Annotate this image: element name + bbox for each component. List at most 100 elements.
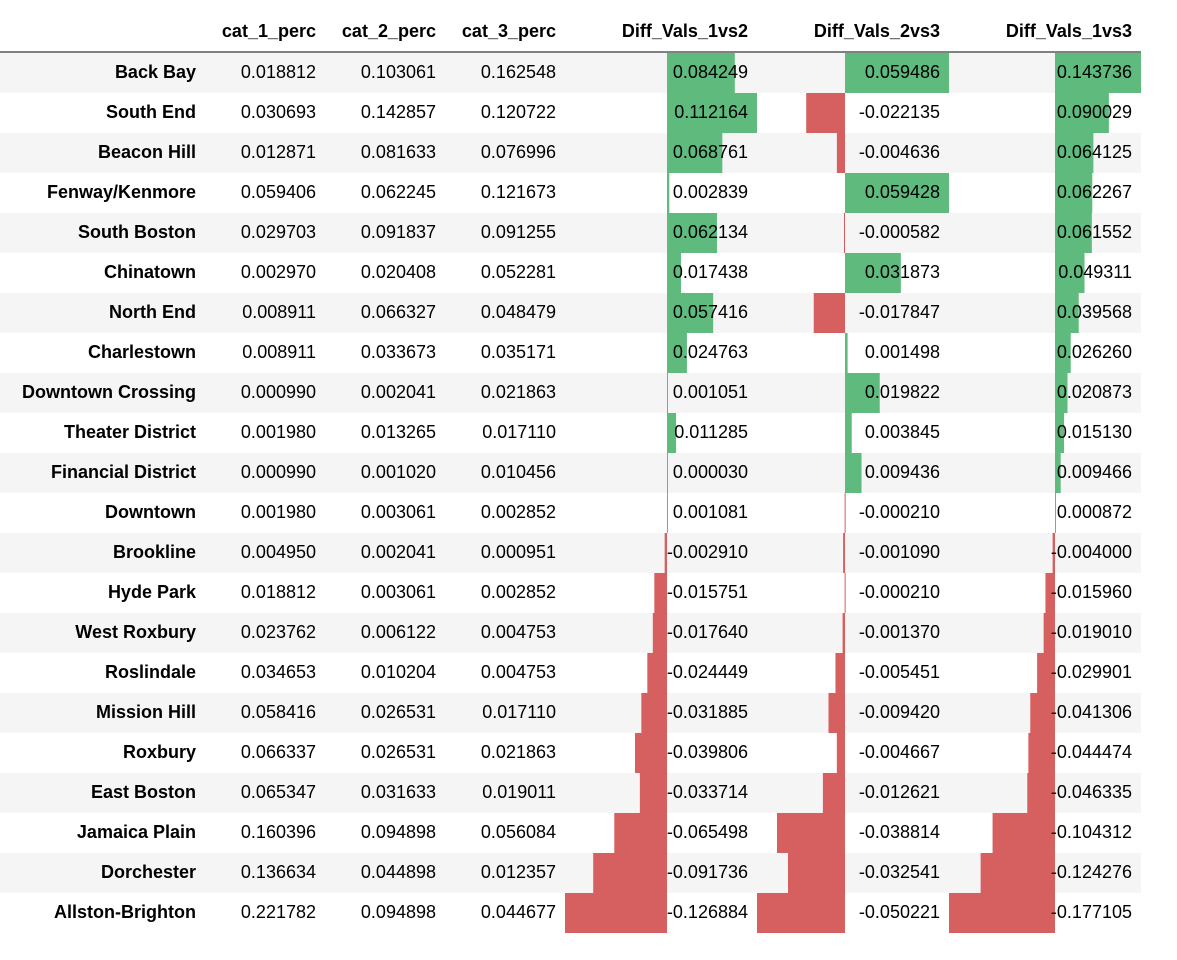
negative-bar <box>844 493 846 533</box>
negative-bar <box>757 893 845 933</box>
table-cell: 0.015130 <box>1057 422 1132 442</box>
table-cell: 0.010456 <box>481 462 556 482</box>
table-cell: -0.001090 <box>859 542 940 562</box>
table-cell: -0.019010 <box>1051 622 1132 642</box>
table-cell: 0.001020 <box>361 462 436 482</box>
table-cell: -0.004667 <box>859 742 940 762</box>
table-cell: 0.002839 <box>673 182 748 202</box>
table-cell: 0.008911 <box>242 302 316 322</box>
positive-bar <box>1055 93 1109 133</box>
negative-bar <box>652 613 667 653</box>
table-cell: -0.015751 <box>667 582 748 602</box>
table-cell: 0.048479 <box>481 302 556 322</box>
table-cell: 0.026260 <box>1057 342 1132 362</box>
row-label: Jamaica Plain <box>77 822 196 842</box>
row-label: Theater District <box>64 422 196 442</box>
table-cell: 0.061552 <box>1057 222 1132 242</box>
table-cell: 0.019011 <box>482 782 556 802</box>
negative-bar <box>641 693 667 733</box>
table-cell: 0.034653 <box>241 662 316 682</box>
row-stripe <box>0 853 1141 893</box>
row-label: Hyde Park <box>108 582 197 602</box>
negative-bar <box>949 893 1055 933</box>
table-cell: -0.038814 <box>859 822 940 842</box>
table-cell: 0.009466 <box>1057 462 1132 482</box>
row-stripe <box>0 373 1141 413</box>
row-label: Downtown <box>105 502 196 522</box>
column-header: Diff_Vals_1vs2 <box>622 21 748 41</box>
table-cell: 0.035171 <box>481 342 556 362</box>
table-cell: 0.011285 <box>674 422 748 442</box>
table-cell: 0.002852 <box>481 582 556 602</box>
negative-bar <box>842 613 845 653</box>
row-stripe <box>0 213 1141 253</box>
negative-bar <box>776 813 845 853</box>
table-cell: 0.017438 <box>673 262 748 282</box>
positive-bar <box>845 173 949 213</box>
table-cell: 0.091255 <box>481 222 556 242</box>
table-cell: 0.031873 <box>865 262 940 282</box>
table-cell: 0.052281 <box>481 262 556 282</box>
table-cell: 0.021863 <box>481 742 556 762</box>
positive-bar <box>1055 293 1079 333</box>
negative-bar <box>843 213 845 253</box>
table-cell: 0.003061 <box>361 582 436 602</box>
negative-bar <box>844 573 846 613</box>
table-cell: 0.058416 <box>241 702 316 722</box>
table-cell: 0.062245 <box>361 182 436 202</box>
table-cell: -0.017847 <box>859 302 940 322</box>
row-label: South End <box>106 102 196 122</box>
positive-bar <box>845 333 848 373</box>
row-stripe <box>0 453 1141 493</box>
table-cell: 0.004950 <box>241 542 316 562</box>
positive-bar <box>845 253 901 293</box>
table-cell: 0.000872 <box>1057 502 1132 522</box>
negative-bar <box>1043 613 1055 653</box>
table-cell: 0.026531 <box>361 742 436 762</box>
table-cell: 0.000030 <box>673 462 748 482</box>
table-cell: 0.003845 <box>865 422 940 442</box>
negative-bar <box>1030 693 1055 733</box>
table-cell: 0.009436 <box>865 462 940 482</box>
table-cell: 0.057416 <box>673 302 748 322</box>
negative-bar <box>647 653 667 693</box>
table-cell: -0.017640 <box>667 622 748 642</box>
row-stripe <box>0 773 1141 813</box>
positive-bar <box>1055 373 1068 413</box>
table-cell: -0.124276 <box>1051 862 1132 882</box>
positive-bar <box>667 453 668 493</box>
table-cell: 0.001980 <box>241 502 316 522</box>
positive-bar <box>1055 453 1061 493</box>
column-header: cat_1_perc <box>222 21 316 41</box>
row-label: West Roxbury <box>75 622 196 642</box>
table-cell: 0.056084 <box>481 822 556 842</box>
row-label: Dorchester <box>101 862 196 882</box>
table-cell: 0.002041 <box>361 542 436 562</box>
table-cell: 0.019822 <box>865 382 940 402</box>
negative-bar <box>813 293 845 333</box>
table-cell: -0.002910 <box>667 542 748 562</box>
table-cell: 0.010204 <box>361 662 436 682</box>
negative-bar <box>980 853 1055 893</box>
positive-bar <box>667 133 723 173</box>
table-cell: 0.004753 <box>481 662 556 682</box>
table-cell: 0.012357 <box>481 862 556 882</box>
row-label: Financial District <box>51 462 196 482</box>
positive-bar <box>845 413 852 453</box>
table-cell: 0.001498 <box>865 342 940 362</box>
table-cell: -0.000210 <box>859 582 940 602</box>
row-stripe <box>0 613 1141 653</box>
column-header: Diff_Vals_1vs3 <box>1006 21 1132 41</box>
negative-bar <box>614 813 667 853</box>
table-cell: -0.032541 <box>859 862 940 882</box>
negative-bar <box>634 733 667 773</box>
positive-bar <box>667 413 677 453</box>
negative-bar <box>836 733 845 773</box>
table-cell: -0.012621 <box>859 782 940 802</box>
table-cell: 0.160396 <box>241 822 316 842</box>
table-cell: 0.142857 <box>361 102 436 122</box>
table-cell: -0.005451 <box>859 662 940 682</box>
negative-bar <box>822 773 845 813</box>
table-cell: 0.020873 <box>1057 382 1132 402</box>
